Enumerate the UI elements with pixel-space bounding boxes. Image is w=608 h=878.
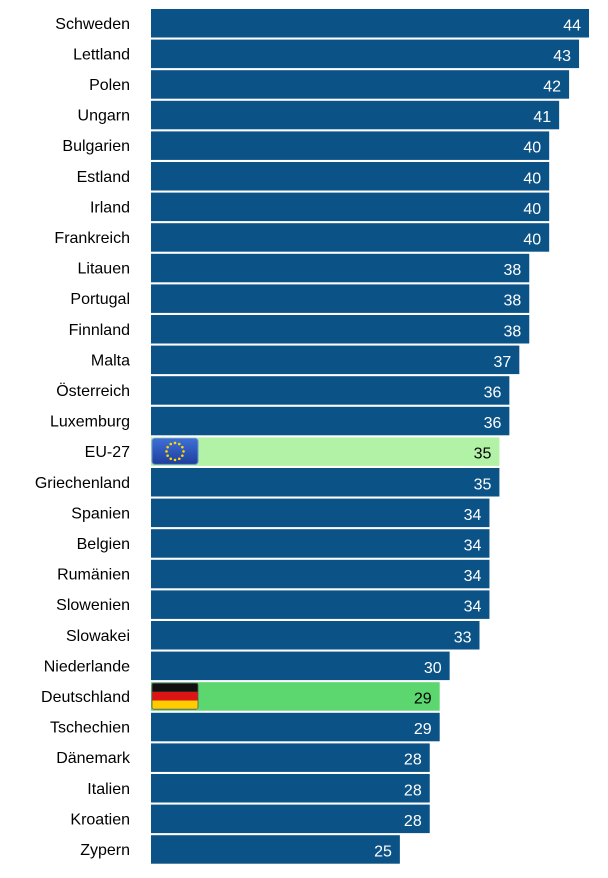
value-label-zypern: 25 bbox=[374, 843, 392, 860]
category-label-estland: Estland bbox=[77, 169, 130, 186]
bar-frankreich bbox=[151, 223, 550, 252]
bar-malta bbox=[151, 345, 520, 375]
category-label-luxemburg: Luxemburg bbox=[50, 414, 130, 431]
value-label-deutschland: 29 bbox=[414, 690, 432, 707]
bar-italien bbox=[151, 774, 430, 803]
value-labels: 4443424140404040383838373636353534343434… bbox=[374, 17, 581, 860]
bar-daenemark bbox=[151, 743, 430, 772]
bar-eu-27 bbox=[151, 437, 500, 466]
category-label-italien: Italien bbox=[87, 781, 130, 798]
bar-rumaenien bbox=[151, 559, 490, 589]
value-label-griechenland: 35 bbox=[474, 476, 492, 493]
bar-irland bbox=[151, 192, 550, 222]
category-label-kroatien: Kroatien bbox=[70, 811, 130, 828]
category-label-polen: Polen bbox=[89, 77, 130, 94]
bar-slowakei bbox=[151, 621, 480, 650]
bar-lettland bbox=[151, 39, 580, 69]
bars-group bbox=[151, 9, 589, 864]
category-label-lettland: Lettland bbox=[73, 46, 130, 63]
category-label-schweden: Schweden bbox=[55, 16, 130, 33]
category-label-spanien: Spanien bbox=[71, 505, 130, 522]
flags-group bbox=[151, 437, 199, 710]
value-label-schweden: 44 bbox=[563, 17, 581, 34]
value-label-kroatien: 28 bbox=[404, 813, 422, 830]
category-label-malta: Malta bbox=[91, 352, 130, 369]
value-label-bulgarien: 40 bbox=[523, 140, 541, 157]
bar-spanien bbox=[151, 498, 490, 528]
value-label-lettland: 43 bbox=[553, 48, 571, 65]
bar-luxemburg bbox=[151, 406, 510, 436]
value-label-spanien: 34 bbox=[464, 507, 482, 524]
bar-griechenland bbox=[151, 468, 500, 497]
value-label-slowenien: 34 bbox=[464, 599, 482, 616]
value-label-litauen: 38 bbox=[503, 262, 521, 279]
eu-flag-icon bbox=[151, 437, 199, 465]
value-label-eu-27: 35 bbox=[474, 446, 492, 463]
category-label-griechenland: Griechenland bbox=[35, 475, 130, 492]
bar-kroatien bbox=[151, 804, 430, 834]
value-label-frankreich: 40 bbox=[523, 231, 541, 248]
category-label-finnland: Finnland bbox=[69, 322, 130, 339]
category-label-oesterreich: Österreich bbox=[56, 382, 130, 400]
bar-finnland bbox=[151, 315, 530, 344]
bar-deutschland bbox=[151, 682, 440, 711]
category-label-deutschland: Deutschland bbox=[41, 689, 130, 706]
bar-ungarn bbox=[151, 100, 560, 130]
value-label-estland: 40 bbox=[523, 170, 541, 187]
value-label-malta: 37 bbox=[494, 354, 512, 371]
bar-oesterreich bbox=[151, 376, 510, 405]
bar-portugal bbox=[151, 284, 530, 313]
value-label-tschechien: 29 bbox=[414, 721, 432, 738]
value-label-italien: 28 bbox=[404, 782, 422, 799]
bar-slowenien bbox=[151, 590, 490, 619]
category-label-portugal: Portugal bbox=[70, 291, 130, 308]
value-label-daenemark: 28 bbox=[404, 752, 422, 769]
category-label-daenemark: Dänemark bbox=[56, 750, 131, 767]
value-label-niederlande: 30 bbox=[424, 660, 442, 677]
bar-niederlande bbox=[151, 651, 450, 681]
bar-estland bbox=[151, 162, 550, 191]
category-label-litauen: Litauen bbox=[78, 261, 131, 278]
category-labels: Schweden Lettland Polen Ungarn Bulgarien Estl… bbox=[35, 16, 131, 859]
category-label-irland: Irland bbox=[90, 199, 130, 216]
category-label-frankreich: Frankreich bbox=[54, 230, 130, 247]
value-label-belgien: 34 bbox=[464, 537, 482, 554]
category-label-zypern: Zypern bbox=[80, 842, 130, 859]
category-label-rumaenien: Rumänien bbox=[57, 567, 130, 584]
value-label-portugal: 38 bbox=[503, 293, 521, 310]
value-label-rumaenien: 34 bbox=[464, 568, 482, 585]
category-label-belgien: Belgien bbox=[77, 536, 130, 553]
category-label-ungarn: Ungarn bbox=[78, 108, 130, 125]
bar-schweden bbox=[151, 9, 589, 38]
value-label-luxemburg: 36 bbox=[484, 415, 502, 432]
value-label-slowakei: 33 bbox=[454, 629, 472, 646]
bar-bulgarien bbox=[151, 131, 550, 160]
bar-belgien bbox=[151, 529, 490, 558]
bar-zypern bbox=[151, 835, 400, 864]
bar-polen bbox=[151, 70, 570, 99]
value-label-finnland: 38 bbox=[503, 323, 521, 340]
category-label-slowakei: Slowakei bbox=[66, 628, 130, 645]
value-label-ungarn: 41 bbox=[533, 109, 551, 126]
bar-tschechien bbox=[151, 712, 440, 742]
germany-flag-icon bbox=[151, 682, 199, 710]
category-label-niederlande: Niederlande bbox=[44, 658, 130, 675]
bar-litauen bbox=[151, 253, 530, 283]
value-label-oesterreich: 36 bbox=[484, 384, 502, 401]
value-label-polen: 42 bbox=[543, 78, 561, 95]
category-label-bulgarien: Bulgarien bbox=[62, 138, 130, 155]
category-label-eu-27: EU-27 bbox=[85, 444, 130, 461]
category-label-tschechien: Tschechien bbox=[50, 720, 130, 737]
category-label-slowenien: Slowenien bbox=[56, 597, 130, 614]
value-label-irland: 40 bbox=[523, 201, 541, 218]
